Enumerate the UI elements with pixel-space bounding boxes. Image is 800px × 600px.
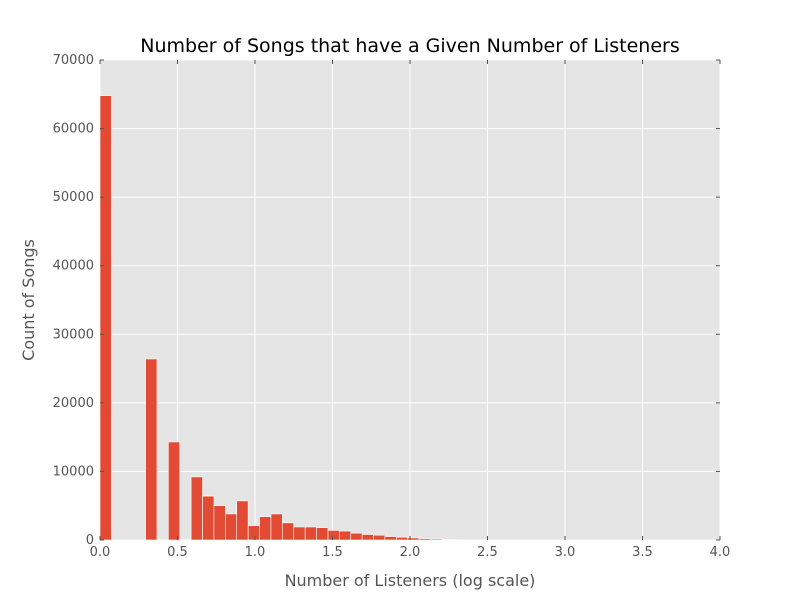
y-tick-label: 10000 (53, 464, 94, 479)
histogram-bar (418, 538, 431, 541)
x-tick-label: 1.0 (245, 545, 266, 560)
histogram-bar (190, 476, 203, 541)
histogram-bar (270, 513, 283, 541)
histogram-bars (99, 95, 477, 541)
histogram-bar (316, 527, 329, 541)
x-tick-label: 2.0 (400, 545, 421, 560)
x-tick-label: 0.5 (167, 545, 188, 560)
x-axis-label: Number of Listeners (log scale) (285, 571, 536, 590)
x-tick-label: 0.0 (90, 545, 111, 560)
histogram-bar (327, 530, 340, 541)
histogram-bar (145, 358, 158, 541)
histogram-bar (168, 441, 181, 541)
histogram-bar (339, 530, 352, 541)
x-tick-label: 1.5 (322, 545, 343, 560)
histogram-bar (430, 538, 443, 541)
x-tick-label: 3.5 (632, 545, 653, 560)
histogram-bar (236, 500, 249, 541)
y-axis-label: Count of Songs (19, 239, 38, 361)
histogram-bar (384, 536, 397, 541)
tick-labels: 0.0 0.5 1.0 1.5 2.0 2.5 3.0 3.5 4.0 0 10000 20000 30… (53, 53, 731, 560)
y-tick-label: 70000 (53, 53, 94, 68)
y-tick-label: 50000 (53, 190, 94, 205)
histogram-bar (281, 522, 294, 541)
x-tick-label: 3.0 (555, 545, 576, 560)
axis-ticks (99, 59, 721, 541)
histogram-bar (304, 526, 317, 541)
histogram-bar (293, 526, 306, 541)
histogram-bar (441, 539, 454, 541)
y-tick-label: 40000 (53, 259, 94, 274)
histogram-bar (99, 95, 112, 541)
histogram-bar (202, 495, 215, 541)
x-tick-label: 2.5 (477, 545, 498, 560)
chart-title: Number of Songs that have a Given Number… (140, 35, 680, 57)
y-tick-label: 0 (86, 533, 94, 548)
y-tick-label: 30000 (53, 327, 94, 342)
histogram-bar (407, 537, 420, 541)
histogram-bar (225, 513, 238, 541)
y-tick-label: 60000 (53, 122, 94, 137)
histogram-bar (350, 532, 363, 541)
histogram-bar (247, 525, 260, 541)
histogram-bar (361, 534, 374, 541)
histogram-bar (396, 536, 409, 541)
histogram-bar (259, 516, 272, 541)
x-tick-label: 4.0 (710, 545, 731, 560)
histogram-bar (373, 534, 386, 541)
y-tick-label: 20000 (53, 396, 94, 411)
histogram-bar (213, 505, 226, 541)
